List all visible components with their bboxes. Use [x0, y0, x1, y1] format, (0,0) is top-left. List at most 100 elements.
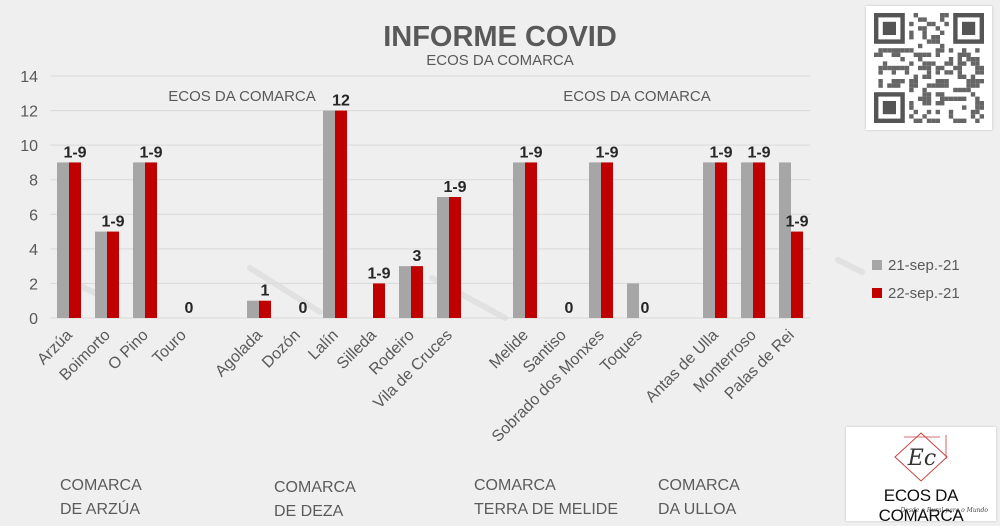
qr-module	[940, 79, 945, 84]
qr-module	[922, 74, 927, 79]
qr-module	[931, 61, 936, 66]
y-tick-label: 0	[29, 311, 38, 328]
bar-series-1	[437, 197, 449, 318]
qr-module	[944, 79, 949, 84]
qr-module	[953, 118, 958, 123]
qr-module	[926, 118, 932, 123]
qr-module	[948, 114, 954, 119]
qr-module	[962, 87, 967, 93]
qr-module	[975, 57, 980, 62]
qr-module	[935, 52, 940, 57]
qr-module	[979, 65, 984, 71]
data-label: 1-9	[101, 214, 124, 231]
qr-module	[887, 48, 892, 53]
qr-module	[935, 83, 940, 88]
qr-module	[948, 57, 954, 62]
qr-module	[931, 35, 936, 40]
bar-series-1	[627, 283, 639, 318]
group-label-ulloa: COMARCA DA ULLOA	[658, 474, 740, 522]
qr-finder-center	[882, 21, 896, 35]
qr-module	[944, 96, 949, 101]
y-tick-label: 14	[20, 69, 38, 86]
qr-module	[975, 101, 980, 106]
qr-module	[922, 52, 927, 57]
data-label: 3	[413, 248, 422, 265]
logo-tagline: Desde o Rural para o Mundo	[900, 507, 988, 514]
qr-module	[975, 48, 980, 53]
data-label: 12	[332, 93, 350, 110]
data-label: 0	[641, 300, 650, 317]
bar-series-2	[791, 231, 803, 318]
bar-series-1	[589, 162, 601, 318]
bar-series-1	[741, 162, 753, 318]
qr-module	[913, 79, 918, 84]
data-label: 1-9	[443, 179, 466, 196]
qr-module	[918, 26, 923, 31]
qr-module	[975, 70, 980, 75]
qr-module	[922, 26, 927, 31]
qr-module	[926, 96, 932, 101]
qr-module	[891, 70, 896, 75]
qr-module	[979, 79, 984, 84]
data-label: 1-9	[747, 144, 770, 161]
qr-module	[926, 92, 932, 97]
x-tick-label: Agolada	[212, 327, 266, 381]
qr-module	[940, 48, 945, 53]
bar-series-2	[259, 300, 271, 318]
qr-module	[957, 65, 962, 71]
qr-module	[962, 118, 967, 123]
data-label: 0	[299, 300, 308, 317]
qr-module	[962, 52, 967, 57]
data-label: 1-9	[709, 144, 732, 161]
logo-text: ECOS DA COMARCA	[878, 486, 964, 525]
qr-module	[935, 48, 940, 53]
qr-module	[918, 52, 923, 57]
bar-series-1	[399, 266, 411, 318]
qr-module	[918, 96, 923, 101]
qr-finder-center	[962, 21, 976, 35]
y-tick-label: 12	[20, 104, 38, 121]
qr-module	[909, 30, 914, 35]
qr-module	[900, 79, 905, 84]
qr-module	[874, 52, 879, 57]
qr-module	[975, 96, 980, 101]
qr-module	[975, 118, 980, 123]
qr-module	[935, 70, 940, 75]
chart-subtitle: ECOS DA COMARCA	[426, 52, 574, 69]
qr-module	[878, 83, 883, 88]
qr-module	[935, 109, 940, 115]
qr-module	[878, 79, 883, 84]
data-label: 1-9	[595, 144, 618, 161]
qr-module	[957, 70, 962, 75]
data-label: 1-9	[139, 144, 162, 161]
qr-module	[948, 109, 954, 115]
qr-module	[913, 83, 918, 88]
qr-module	[926, 52, 932, 57]
qr-module	[975, 83, 980, 88]
qr-module	[918, 17, 923, 22]
qr-module	[975, 65, 980, 71]
bar-series-1	[703, 162, 715, 318]
qr-module	[962, 105, 967, 110]
qr-module	[944, 13, 949, 18]
qr-module	[944, 61, 949, 66]
qr-module	[922, 65, 927, 71]
watermark-left: ECOS DA COMARCA	[168, 88, 316, 105]
group-label-melide: COMARCA TERRA DE MELIDE	[474, 474, 618, 522]
bar-series-2	[373, 283, 385, 318]
legend-swatch-series-2	[872, 288, 882, 298]
qr-module	[979, 70, 984, 75]
qr-module	[900, 48, 905, 53]
qr-module	[891, 83, 896, 88]
group-label-melide-line1: COMARCA	[474, 477, 556, 494]
qr-module	[940, 13, 945, 18]
bar-series-1	[57, 162, 69, 318]
data-label: 1-9	[367, 265, 390, 282]
qr-module	[970, 79, 976, 84]
group-label-arzua-line1: COMARCA	[60, 477, 142, 494]
bar-series-2	[145, 162, 157, 318]
qr-module	[966, 83, 971, 88]
group-label-deza: COMARCA DE DEZA	[274, 476, 356, 524]
qr-module	[957, 87, 962, 93]
